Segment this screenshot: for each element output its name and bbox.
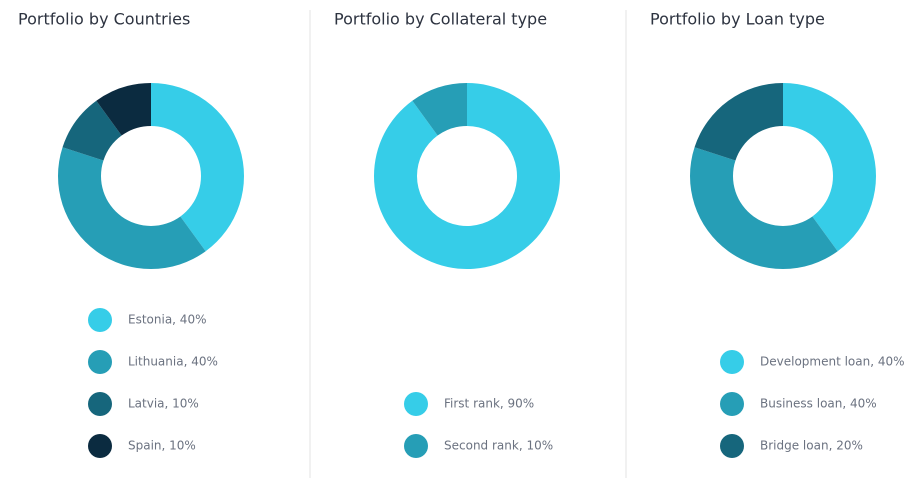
legend-swatch: [720, 434, 744, 458]
donut-segment: [690, 147, 838, 270]
legend-swatch: [720, 350, 744, 374]
legend-swatch: [88, 350, 112, 374]
legend-swatch: [88, 392, 112, 416]
donut-segment: [412, 83, 467, 136]
legend-label: Latvia, 10%: [128, 397, 199, 411]
chart-title: Portfolio by Loan type: [650, 10, 825, 29]
legend-label: Development loan, 40%: [760, 355, 905, 369]
legend-label: Estonia, 40%: [128, 313, 206, 327]
chart-title: Portfolio by Collateral type: [334, 10, 547, 29]
legend-label: Lithuania, 40%: [128, 355, 218, 369]
legend-label: Business loan, 40%: [760, 397, 877, 411]
legend-label: First rank, 90%: [444, 397, 534, 411]
legend-swatch: [88, 308, 112, 332]
legend-swatch: [88, 434, 112, 458]
legend-label: Second rank, 10%: [444, 439, 553, 453]
donut-segment: [694, 83, 783, 161]
legend-label: Spain, 10%: [128, 439, 196, 453]
legend-swatch: [404, 392, 428, 416]
legend-swatch: [404, 434, 428, 458]
donut-segment: [62, 100, 122, 161]
legend-label: Bridge loan, 20%: [760, 439, 863, 453]
donut-segment: [374, 83, 560, 269]
donut-segment: [151, 83, 245, 252]
donut-segment: [783, 83, 877, 252]
legend-swatch: [720, 392, 744, 416]
donut-segment: [57, 147, 206, 270]
donut-segment: [96, 83, 151, 136]
chart-title: Portfolio by Countries: [18, 10, 190, 29]
